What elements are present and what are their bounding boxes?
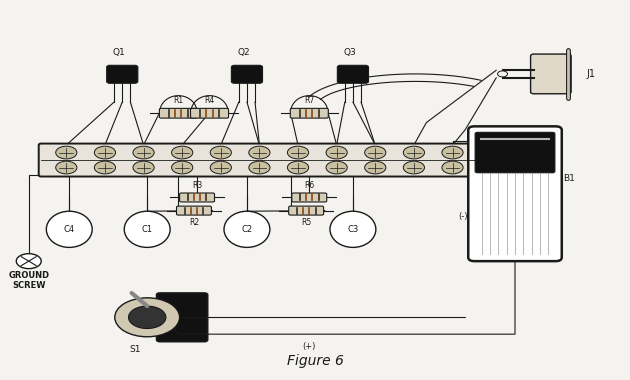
Text: Q2: Q2 — [238, 48, 250, 57]
Circle shape — [115, 298, 180, 337]
Circle shape — [55, 161, 77, 174]
Text: R5: R5 — [301, 218, 311, 228]
Circle shape — [365, 161, 386, 174]
Text: Q1: Q1 — [113, 48, 125, 57]
Circle shape — [326, 146, 347, 159]
FancyBboxPatch shape — [468, 126, 562, 261]
Circle shape — [498, 71, 508, 77]
FancyBboxPatch shape — [289, 206, 324, 215]
Text: J1: J1 — [587, 69, 596, 79]
Circle shape — [55, 146, 77, 159]
Ellipse shape — [124, 211, 170, 247]
Text: B1: B1 — [563, 174, 575, 183]
Polygon shape — [481, 134, 549, 156]
Circle shape — [287, 161, 309, 174]
Circle shape — [403, 161, 425, 174]
Circle shape — [442, 161, 463, 174]
Ellipse shape — [47, 211, 92, 247]
Circle shape — [210, 146, 231, 159]
FancyBboxPatch shape — [156, 293, 208, 342]
Text: C1: C1 — [142, 225, 152, 234]
Circle shape — [133, 146, 154, 159]
FancyBboxPatch shape — [106, 65, 138, 83]
Ellipse shape — [330, 211, 376, 247]
Circle shape — [16, 254, 41, 269]
Circle shape — [94, 146, 115, 159]
Text: GROUND
SCREW: GROUND SCREW — [8, 271, 49, 290]
Circle shape — [365, 146, 386, 159]
Circle shape — [442, 146, 463, 159]
FancyBboxPatch shape — [337, 65, 369, 83]
Text: Figure 6: Figure 6 — [287, 354, 344, 368]
FancyBboxPatch shape — [159, 108, 197, 118]
Polygon shape — [481, 149, 549, 171]
Text: R2: R2 — [189, 218, 199, 228]
Text: C3: C3 — [347, 225, 358, 234]
FancyBboxPatch shape — [292, 193, 327, 202]
Text: R6: R6 — [304, 180, 314, 190]
Ellipse shape — [224, 211, 270, 247]
Circle shape — [249, 146, 270, 159]
Text: R7: R7 — [304, 96, 314, 105]
Circle shape — [403, 146, 425, 159]
FancyBboxPatch shape — [290, 108, 328, 118]
Circle shape — [287, 146, 309, 159]
FancyBboxPatch shape — [38, 144, 480, 177]
Circle shape — [249, 161, 270, 174]
FancyBboxPatch shape — [180, 193, 215, 202]
FancyBboxPatch shape — [176, 206, 212, 215]
Text: R4: R4 — [204, 96, 215, 105]
Circle shape — [171, 146, 193, 159]
Circle shape — [210, 161, 231, 174]
FancyBboxPatch shape — [475, 132, 555, 173]
FancyBboxPatch shape — [231, 65, 263, 83]
Text: Q3: Q3 — [343, 48, 356, 57]
Text: C4: C4 — [64, 225, 75, 234]
Text: R1: R1 — [173, 96, 183, 105]
Circle shape — [129, 306, 166, 329]
FancyBboxPatch shape — [190, 108, 229, 118]
FancyBboxPatch shape — [530, 54, 571, 94]
Text: R3: R3 — [192, 180, 202, 190]
Text: S1: S1 — [129, 345, 140, 355]
Text: C2: C2 — [241, 225, 253, 234]
Circle shape — [326, 161, 347, 174]
Circle shape — [171, 161, 193, 174]
Circle shape — [133, 161, 154, 174]
Text: (+): (+) — [302, 342, 316, 351]
Circle shape — [94, 161, 115, 174]
Text: (-): (-) — [459, 212, 468, 221]
